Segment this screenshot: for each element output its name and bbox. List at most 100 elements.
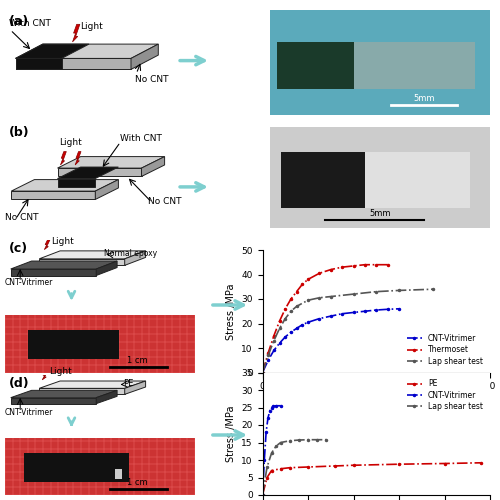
CNT-Vitrimer [328,313,334,319]
Polygon shape [39,251,146,259]
Polygon shape [124,251,146,266]
Polygon shape [58,168,142,176]
PE [332,463,338,469]
Thermoset [288,296,294,302]
Polygon shape [10,261,117,269]
PE [396,461,402,467]
PE [442,460,448,466]
CNT-Vitrimer [263,429,269,435]
PE [268,468,274,473]
Thermoset [294,288,300,294]
Polygon shape [60,152,66,165]
Lap shear test [287,438,293,444]
Text: 1 cm: 1 cm [126,478,147,488]
CNT-Vitrimer [270,404,276,409]
Text: (b): (b) [9,126,30,138]
CNT-Vitrimer [265,415,271,421]
PE [278,466,283,472]
Lap shear test [328,294,334,300]
Polygon shape [39,259,124,266]
Polygon shape [96,390,117,404]
Thermoset [282,306,288,312]
Polygon shape [39,381,146,388]
Lap shear test [294,304,300,310]
Lap shear test [305,436,311,442]
Polygon shape [39,388,124,394]
CNT-Vitrimer [350,310,356,316]
Polygon shape [96,261,117,276]
Polygon shape [16,44,159,59]
PE [350,462,356,468]
Legend: PE, CNT-Vitrimer, Lap shear test: PE, CNT-Vitrimer, Lap shear test [404,376,486,414]
Text: 1 cm: 1 cm [126,356,147,365]
Text: (d): (d) [9,377,29,390]
Polygon shape [42,371,48,380]
Polygon shape [96,180,118,200]
Lap shear test [273,443,279,449]
Bar [281,152,364,208]
Lap shear test [264,464,270,470]
Bar [28,330,119,359]
CNT-Vitrimer [262,457,268,463]
Bar [276,42,353,89]
Polygon shape [16,58,62,70]
Text: 5mm: 5mm [369,209,390,218]
Text: Light: Light [80,22,103,31]
Polygon shape [75,152,81,165]
Text: (c): (c) [9,242,28,255]
Polygon shape [131,44,158,70]
Text: With CNT: With CNT [9,18,51,28]
Thermoset [260,370,266,376]
Line: CNT-Vitrimer: CNT-Vitrimer [262,308,400,374]
Text: No CNT: No CNT [5,214,38,222]
CNT-Vitrimer [276,340,282,346]
Polygon shape [16,58,131,70]
Thermoset [265,350,271,356]
Lap shear test [276,326,282,332]
Polygon shape [16,44,89,59]
PE [305,464,311,470]
CNT-Vitrimer [267,408,273,414]
Line: Thermoset: Thermoset [262,264,388,374]
Y-axis label: Stress /MPa: Stress /MPa [226,283,235,340]
Polygon shape [12,191,96,200]
Line: Lap shear test: Lap shear test [262,288,434,374]
CNT-Vitrimer [316,316,322,322]
Thermoset [384,262,390,268]
PE [478,460,484,466]
Text: CNT-Vitrimer: CNT-Vitrimer [5,408,54,417]
Y-axis label: Stress /MPa: Stress /MPa [226,406,235,462]
Lap shear test [430,286,436,292]
Polygon shape [10,269,96,276]
CNT-Vitrimer [305,320,311,326]
CNT-Vitrimer [260,370,266,376]
CNT-Vitrimer [362,308,368,314]
CNT-Vitrimer [260,492,266,498]
Polygon shape [58,167,118,178]
Thermoset [362,262,368,268]
CNT-Vitrimer [300,322,306,328]
Line: Lap shear test: Lap shear test [262,438,327,496]
Thermoset [350,263,356,269]
Bar [354,42,474,89]
PE [260,492,266,498]
Thermoset [271,333,277,339]
CNT-Vitrimer [278,403,283,409]
CNT-Vitrimer [282,334,288,340]
Lap shear test [260,492,266,498]
Text: Light: Light [58,138,82,147]
CNT-Vitrimer [294,326,300,332]
Thermoset [339,264,345,270]
Thermoset [328,266,334,272]
Text: Light: Light [51,236,74,246]
Lap shear test [268,450,274,456]
Text: No CNT: No CNT [148,196,182,205]
Polygon shape [12,180,118,191]
Thermoset [305,276,311,282]
Text: PE: PE [123,378,133,388]
X-axis label: Strain /%: Strain /% [354,397,399,407]
Text: CNT-Vitrimer: CNT-Vitrimer [5,278,54,287]
Text: No CNT: No CNT [135,75,168,84]
Thermoset [300,282,306,288]
Thermoset [276,318,282,324]
